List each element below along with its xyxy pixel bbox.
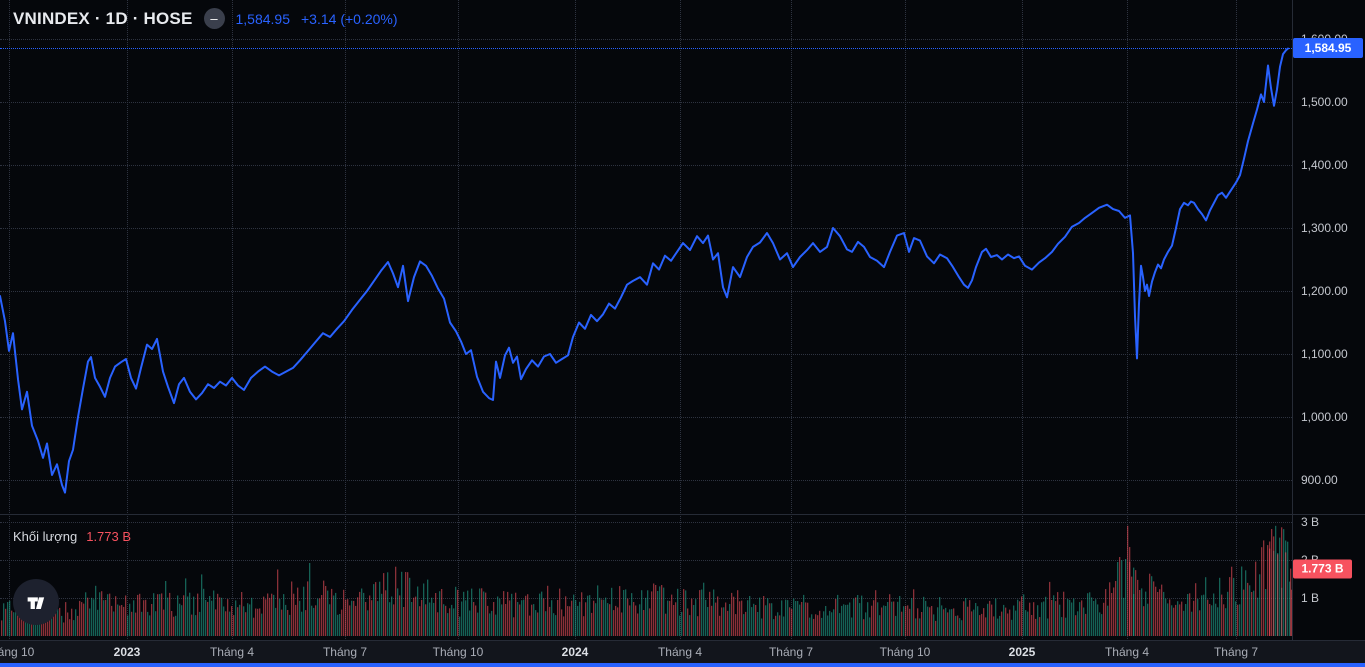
symbol-legend: VNINDEX · 1D · HOSE – 1,584.95 +3.14 (+0… — [13, 8, 398, 29]
time-axis-label: Tháng 4 — [1104, 645, 1150, 659]
bottom-accent-bar — [0, 663, 1365, 667]
volume-pane[interactable] — [0, 515, 1292, 640]
price-axis-label: 1,300.00 — [1301, 221, 1348, 235]
volume-axis-label: 1 B — [1301, 591, 1320, 605]
time-axis-label: Tháng 7 — [322, 645, 368, 659]
price-axis-label: 1,100.00 — [1301, 347, 1348, 361]
current-price-dotted-line — [0, 48, 1292, 49]
volume-value: 1.773 B — [86, 529, 132, 544]
tradingview-logo-glyph — [27, 597, 45, 609]
price-axis-label: 1,000.00 — [1301, 410, 1348, 424]
time-axis-label: Tháng 10 — [0, 645, 35, 659]
collapse-legend-button[interactable]: – — [203, 8, 225, 29]
time-axis-label: Tháng 10 — [432, 645, 484, 659]
time-axis-label: 2024 — [561, 645, 589, 659]
price-axis-label: 1,400.00 — [1301, 158, 1348, 172]
price-axis-label: 1,200.00 — [1301, 284, 1348, 298]
volume-indicator-label[interactable]: Khối lượng — [13, 529, 78, 544]
time-axis-label: Tháng 4 — [657, 645, 703, 659]
time-axis-label: Tháng 4 — [209, 645, 255, 659]
price-axis-label: 900.00 — [1301, 473, 1338, 487]
volume-legend: Khối lượng 1.773 B — [13, 529, 131, 544]
time-axis-label: Tháng 10 — [879, 645, 931, 659]
price-change-value: +3.14 (+0.20%) — [301, 10, 398, 27]
pane-separator[interactable] — [0, 514, 1365, 515]
time-scale[interactable]: Tháng 10 2023 Tháng 4 Tháng 7 Tháng 10 2024 Th… — [0, 641, 1365, 663]
last-price-value: 1,584.95 — [235, 10, 291, 27]
time-axis-label: Tháng 7 — [1213, 645, 1259, 659]
last-price-badge: 1,584.95 — [1293, 38, 1363, 59]
price-gridline — [0, 39, 1292, 40]
volume-badge: 1.773 B — [1293, 559, 1352, 579]
time-axis-separator — [0, 640, 1365, 641]
volume-gridline — [0, 522, 1292, 523]
price-axis-label: 1,500.00 — [1301, 95, 1348, 109]
minus-icon: – — [210, 11, 218, 26]
time-axis-label: Tháng 7 — [768, 645, 814, 659]
volume-gridline — [0, 560, 1292, 561]
volume-axis-label: 3 B — [1301, 515, 1320, 529]
time-axis-label: 2025 — [1008, 645, 1036, 659]
tradingview-logo[interactable] — [13, 579, 59, 625]
price-scale-separator — [1292, 0, 1293, 663]
symbol-title[interactable]: VNINDEX · 1D · HOSE — [13, 8, 193, 28]
time-axis-label: 2023 — [113, 645, 141, 659]
price-pane[interactable] — [0, 0, 1292, 514]
